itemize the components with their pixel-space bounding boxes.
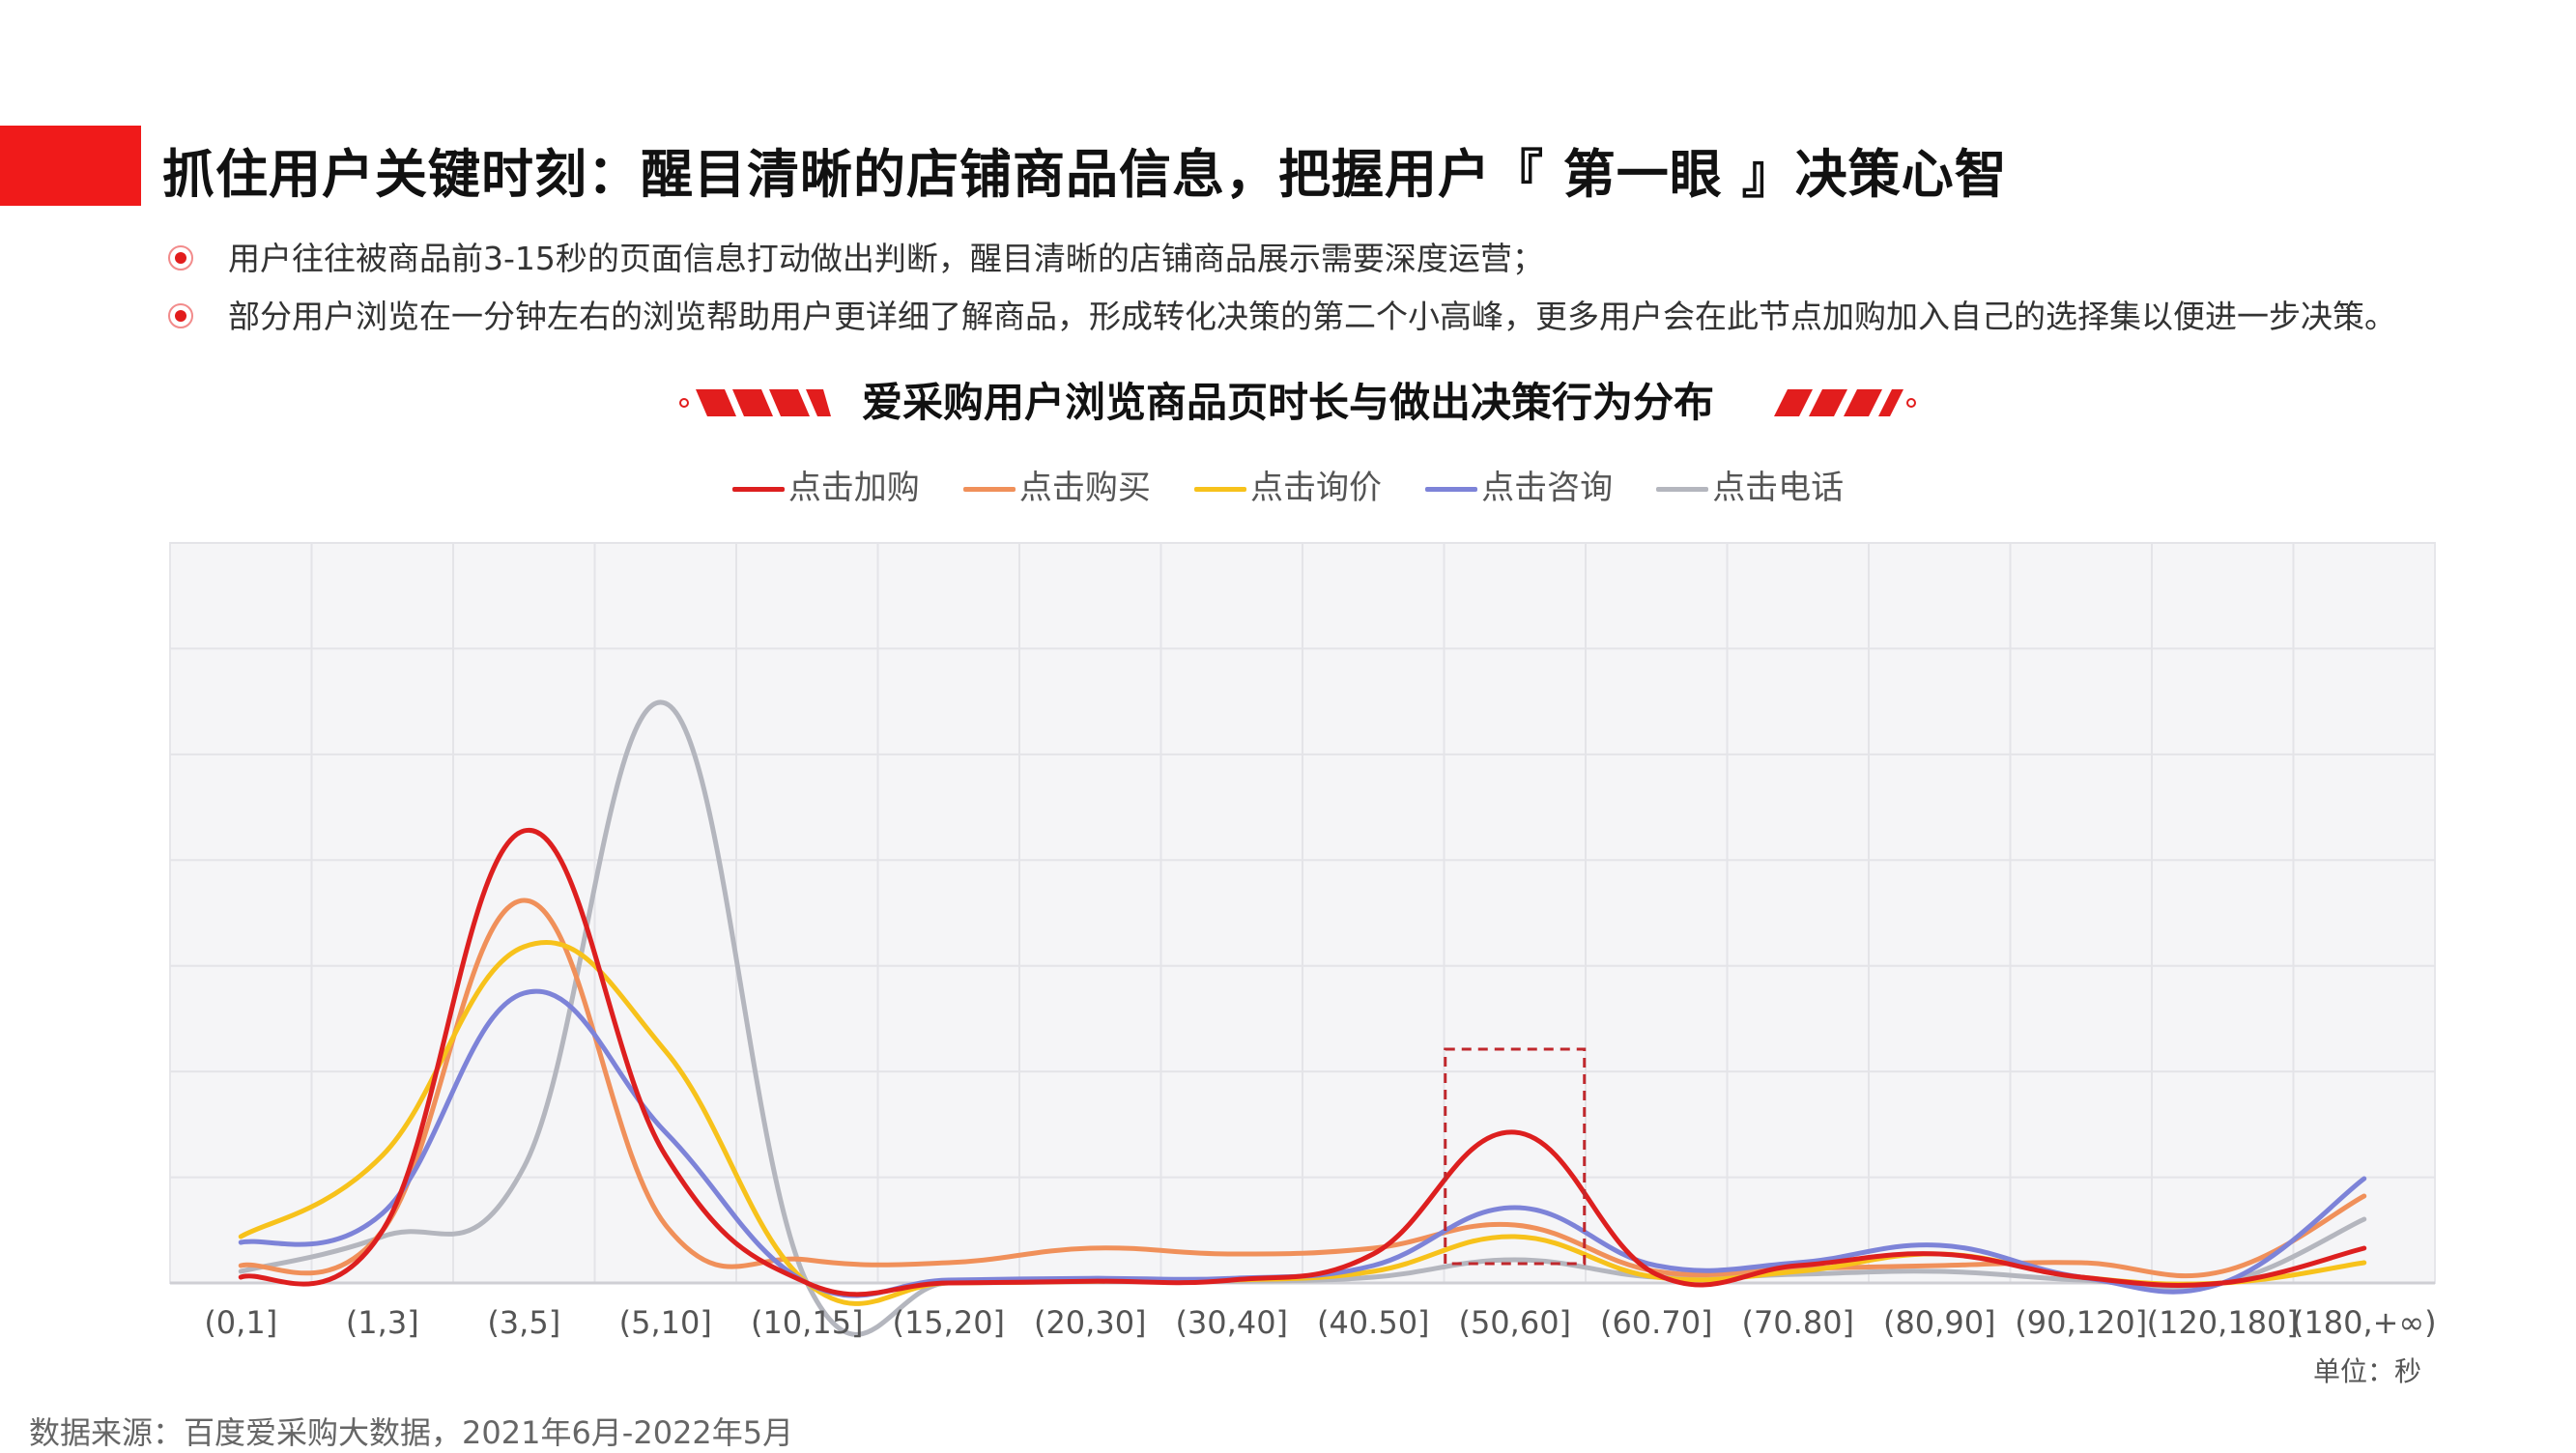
legend-label: 点击电话 <box>1712 469 1845 507</box>
legend-label: 点击加购 <box>787 469 920 507</box>
bullet-item: 部分用户浏览在一分钟左右的浏览帮助用户更详细了解商品，形成转化决策的第二个小高峰… <box>166 288 2396 346</box>
x-tick-label: (0,1] <box>204 1304 277 1341</box>
x-tick-label: (5,10] <box>619 1304 712 1341</box>
x-tick-label: (180,+∞) <box>2292 1304 2437 1341</box>
x-tick-label: (1,3] <box>346 1304 419 1341</box>
legend-item: 点击咨询 <box>1425 459 1613 517</box>
x-tick-label: (3,5] <box>487 1304 560 1341</box>
chart-title: 爱采购用户浏览商品页时长与做出决策行为分布 <box>861 379 1714 426</box>
x-tick-label: (90,120] <box>2015 1304 2147 1341</box>
bullet-dot-icon <box>168 303 193 328</box>
legend-item: 点击购买 <box>962 459 1151 517</box>
legend-swatch <box>1656 487 1709 492</box>
bullet-list: 用户往往被商品前3-15秒的页面信息打动做出判断，醒目清晰的店铺商品展示需要深度… <box>166 230 2396 346</box>
legend-label: 点击询价 <box>1250 469 1382 507</box>
legend-swatch <box>962 487 1016 492</box>
x-tick-label: (20,30] <box>1034 1304 1147 1341</box>
chart-legend: 点击加购 点击购买 点击询价 点击咨询 点击电话 <box>0 459 2576 517</box>
legend-label: 点击咨询 <box>1481 469 1614 507</box>
legend-swatch <box>1194 487 1246 492</box>
x-tick-label: (80,90] <box>1883 1304 1996 1341</box>
x-tick-label: (50,60] <box>1458 1304 1571 1341</box>
bullet-text: 部分用户浏览在一分钟左右的浏览帮助用户更详细了解商品，形成转化决策的第二个小高峰… <box>228 298 2396 335</box>
page-headline: 抓住用户关键时刻：醒目清晰的店铺商品信息，把握用户『 第一眼 』决策心智 <box>162 144 2008 205</box>
data-source: 数据来源：百度爱采购大数据，2021年6月-2022年5月 <box>29 1414 794 1451</box>
bullet-text: 用户往往被商品前3-15秒的页面信息打动做出判断，醒目清晰的店铺商品展示需要深度… <box>228 240 1544 277</box>
highlight-box <box>1444 1047 1587 1266</box>
accent-block <box>0 126 141 206</box>
legend-item: 点击询价 <box>1194 459 1382 517</box>
legend-swatch <box>731 487 785 492</box>
bullet-dot-icon <box>168 245 193 271</box>
legend-item: 点击加购 <box>731 459 920 517</box>
chart-title-area: 爱采购用户浏览商品页时长与做出决策行为分布 <box>0 369 2576 437</box>
series-line <box>238 897 2367 1279</box>
legend-swatch <box>1425 487 1478 492</box>
legend-item: 点击电话 <box>1656 459 1844 517</box>
x-tick-label: (40.50] <box>1317 1304 1430 1341</box>
bullet-item: 用户往往被商品前3-15秒的页面信息打动做出判断，醒目清晰的店铺商品展示需要深度… <box>166 230 2396 288</box>
x-tick-label: (10,15] <box>751 1304 864 1341</box>
stripe-deco-left-icon <box>679 389 831 416</box>
series-line <box>238 828 2367 1297</box>
stripe-deco-right-icon <box>1774 389 1916 416</box>
x-tick-label: (120,180] <box>2147 1304 2299 1341</box>
legend-label: 点击购买 <box>1018 469 1151 507</box>
unit-label: 单位：秒 <box>2312 1355 2421 1387</box>
x-tick-label: (60.70] <box>1600 1304 1713 1341</box>
x-tick-label: (30,40] <box>1175 1304 1288 1341</box>
x-tick-label: (70.80] <box>1741 1304 1854 1341</box>
x-tick-label: (15,20] <box>892 1304 1005 1341</box>
